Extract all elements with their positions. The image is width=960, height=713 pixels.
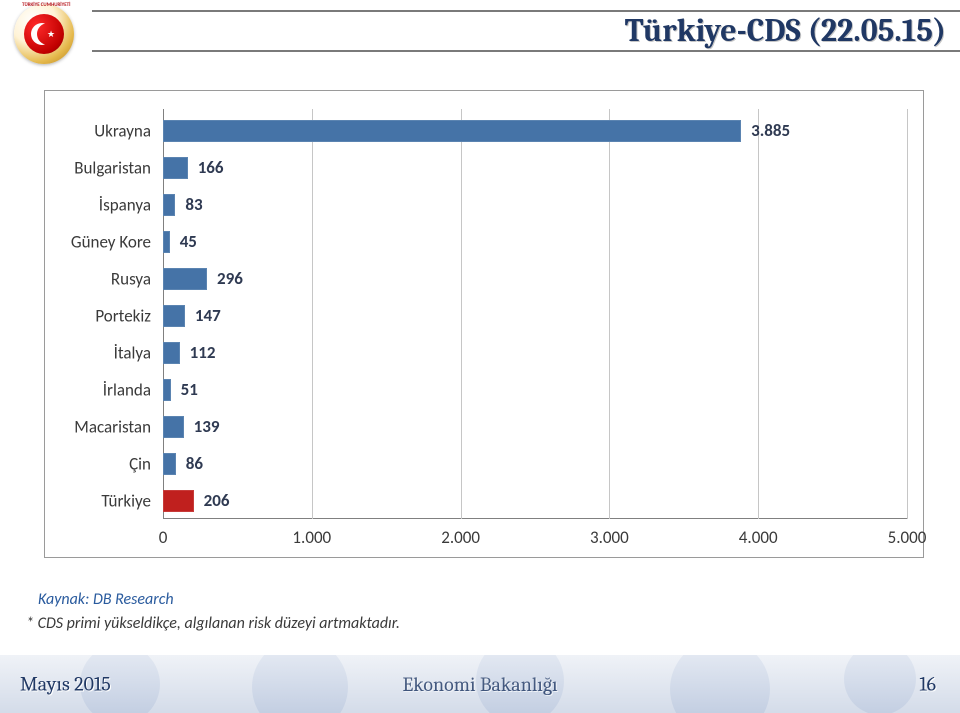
bar-value-label: 147 xyxy=(195,305,221,326)
bar-value-label: 51 xyxy=(181,379,198,400)
bar-value-label: 86 xyxy=(186,453,203,474)
bar xyxy=(163,490,194,512)
bar-row: Güney Kore45 xyxy=(163,230,197,254)
bar-row: Türkiye206 xyxy=(163,489,230,513)
header-rule xyxy=(92,50,960,52)
x-tick-label: 2.000 xyxy=(441,527,480,548)
x-tick-label: 1.000 xyxy=(292,527,331,548)
bar xyxy=(163,194,175,216)
bar xyxy=(163,268,207,290)
category-label: Türkiye xyxy=(101,490,151,511)
grid-line xyxy=(758,109,759,519)
bar xyxy=(163,305,185,327)
category-label: Rusya xyxy=(111,268,151,289)
footer-org: Ekonomi Bakanlığı xyxy=(402,673,557,696)
bar-row: İrlanda51 xyxy=(163,378,198,402)
bar xyxy=(163,379,171,401)
logo-script-text: TÜRKİYE CUMHURİYETİ xyxy=(22,2,70,8)
ministry-logo: TÜRKİYE CUMHURİYETİ ★ xyxy=(14,4,74,64)
grid-line xyxy=(907,109,908,519)
footer: Mayıs 2015 Ekonomi Bakanlığı 16 xyxy=(0,655,960,713)
bar xyxy=(163,416,184,438)
category-label: Bulgaristan xyxy=(74,157,151,178)
x-tick-label: 0 xyxy=(159,527,168,548)
bar-value-label: 296 xyxy=(217,268,243,289)
x-tick-label: 4.000 xyxy=(739,527,778,548)
bar-row: Ukrayna3.885 xyxy=(163,119,790,143)
header: TÜRKİYE CUMHURİYETİ ★ Türkiye-CDS (22.05… xyxy=(0,10,960,52)
bar xyxy=(163,231,170,253)
bar-row: Bulgaristan166 xyxy=(163,156,224,180)
bar xyxy=(163,342,180,364)
plot-area: 01.0002.0003.0004.0005.000Ukrayna3.885Bu… xyxy=(163,109,907,519)
bar-row: İtalya112 xyxy=(163,341,216,365)
bar-value-label: 45 xyxy=(180,231,197,252)
bar xyxy=(163,120,741,142)
bar-value-label: 166 xyxy=(198,157,224,178)
category-label: İrlanda xyxy=(103,379,151,400)
category-label: Portekiz xyxy=(95,305,151,326)
category-label: Ukrayna xyxy=(94,120,151,141)
x-axis-line xyxy=(163,518,907,519)
bar-value-label: 139 xyxy=(194,416,220,437)
category-label: Macaristan xyxy=(74,416,151,437)
cds-bar-chart: 01.0002.0003.0004.0005.000Ukrayna3.885Bu… xyxy=(44,90,924,558)
grid-line xyxy=(461,109,462,519)
grid-line xyxy=(312,109,313,519)
star-icon: ★ xyxy=(47,29,55,40)
bar-row: İspanya83 xyxy=(163,193,203,217)
category-label: İtalya xyxy=(114,342,151,363)
x-tick-label: 3.000 xyxy=(590,527,629,548)
bar-value-label: 3.885 xyxy=(751,120,790,141)
bar xyxy=(163,157,188,179)
bar-value-label: 83 xyxy=(185,194,202,215)
source-label: Kaynak: DB Research xyxy=(38,590,174,609)
bar-row: Portekiz147 xyxy=(163,304,221,328)
x-tick-label: 5.000 xyxy=(888,527,927,548)
footnote: * CDS primi yükseldikçe, algılanan risk … xyxy=(26,614,400,633)
category-label: İspanya xyxy=(99,194,151,215)
footer-page-number: 16 xyxy=(919,673,936,696)
bar-value-label: 206 xyxy=(204,490,230,511)
bar-value-label: 112 xyxy=(190,342,216,363)
category-label: Güney Kore xyxy=(71,231,151,252)
bar-row: Rusya296 xyxy=(163,267,243,291)
bar-row: Macaristan139 xyxy=(163,415,220,439)
footer-date: Mayıs 2015 xyxy=(20,673,111,696)
page-title: Türkiye-CDS (22.05.15) xyxy=(625,12,946,49)
bar-row: Çin86 xyxy=(163,452,203,476)
bar xyxy=(163,453,176,475)
grid-line xyxy=(609,109,610,519)
category-label: Çin xyxy=(129,453,151,474)
